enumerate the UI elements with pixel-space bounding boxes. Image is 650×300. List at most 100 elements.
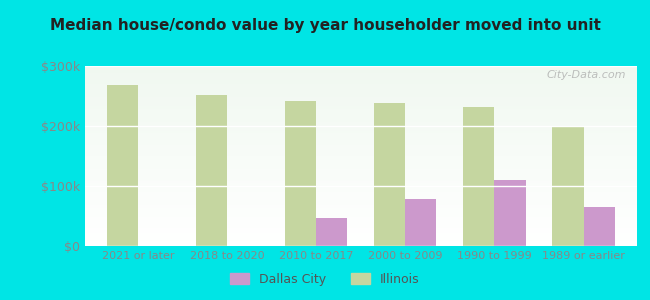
Bar [552,126,584,246]
Bar [84,172,637,174]
Bar [84,237,637,239]
Bar [84,115,637,116]
Bar [84,145,637,147]
Bar [84,118,637,120]
Bar [84,82,637,84]
Bar [84,194,637,196]
Bar [84,152,637,154]
Bar [84,197,637,199]
Bar [84,111,637,113]
Bar [84,210,637,212]
Bar [84,154,637,156]
Bar [84,179,637,181]
Bar [84,188,637,190]
Bar [84,219,637,221]
Bar [84,129,637,131]
Bar [84,201,637,203]
Bar [84,77,637,79]
Bar [84,244,637,246]
Bar [84,120,637,122]
Bar [84,147,637,149]
Bar [84,136,637,138]
Bar [84,241,637,242]
Bar [84,127,637,129]
Bar [84,160,637,161]
Bar [84,79,637,80]
Bar [84,228,637,230]
Bar [84,70,637,71]
Bar [84,224,637,226]
Bar [84,217,637,219]
Bar [84,181,637,183]
Bar [84,223,637,224]
Bar [84,125,637,127]
Bar [84,205,637,206]
Bar [84,124,637,125]
Bar [84,75,637,77]
Bar [406,199,437,246]
Bar [84,113,637,115]
Bar [84,167,637,169]
Bar [84,214,637,215]
Bar [84,156,637,158]
Bar [84,122,637,124]
Bar [84,91,637,93]
Bar [84,158,637,160]
Bar [84,138,637,140]
Bar [84,233,637,235]
Bar [84,143,637,145]
Bar [84,185,637,187]
Bar [84,165,637,167]
Bar [84,232,637,233]
Bar [84,242,637,244]
Bar [84,221,637,223]
Bar [84,174,637,176]
Bar [84,178,637,179]
Bar [84,183,637,185]
Bar [84,170,637,172]
Bar [84,187,637,188]
Bar [84,106,637,107]
Bar [84,107,637,109]
Bar [84,151,637,152]
Bar [84,66,637,68]
Bar [84,116,637,118]
Bar [84,88,637,89]
Bar [84,192,637,194]
Text: City-Data.com: City-Data.com [547,70,626,80]
Bar [84,169,637,170]
Bar [84,203,637,205]
Bar [84,235,637,237]
Legend: Dallas City, Illinois: Dallas City, Illinois [226,268,424,291]
Bar [84,133,637,134]
Bar [84,109,637,111]
Bar [84,97,637,98]
Bar [84,134,637,136]
Bar [84,230,637,232]
Bar [84,206,637,208]
Bar [285,101,316,246]
Bar [84,161,637,163]
Bar [84,93,637,95]
Bar [84,102,637,104]
Bar [463,107,495,246]
Bar [584,207,615,246]
Bar [84,80,637,82]
Bar [107,85,138,246]
Bar [84,95,637,97]
Bar [84,73,637,75]
Bar [84,71,637,73]
Bar [84,196,637,197]
Bar [374,103,406,246]
Bar [84,131,637,133]
Bar [84,100,637,102]
Bar [84,142,637,143]
Bar [84,163,637,165]
Bar [84,84,637,86]
Bar [495,180,526,246]
Bar [84,190,637,192]
Bar [84,212,637,214]
Bar [84,89,637,91]
Text: Median house/condo value by year householder moved into unit: Median house/condo value by year househo… [49,18,601,33]
Bar [84,226,637,228]
